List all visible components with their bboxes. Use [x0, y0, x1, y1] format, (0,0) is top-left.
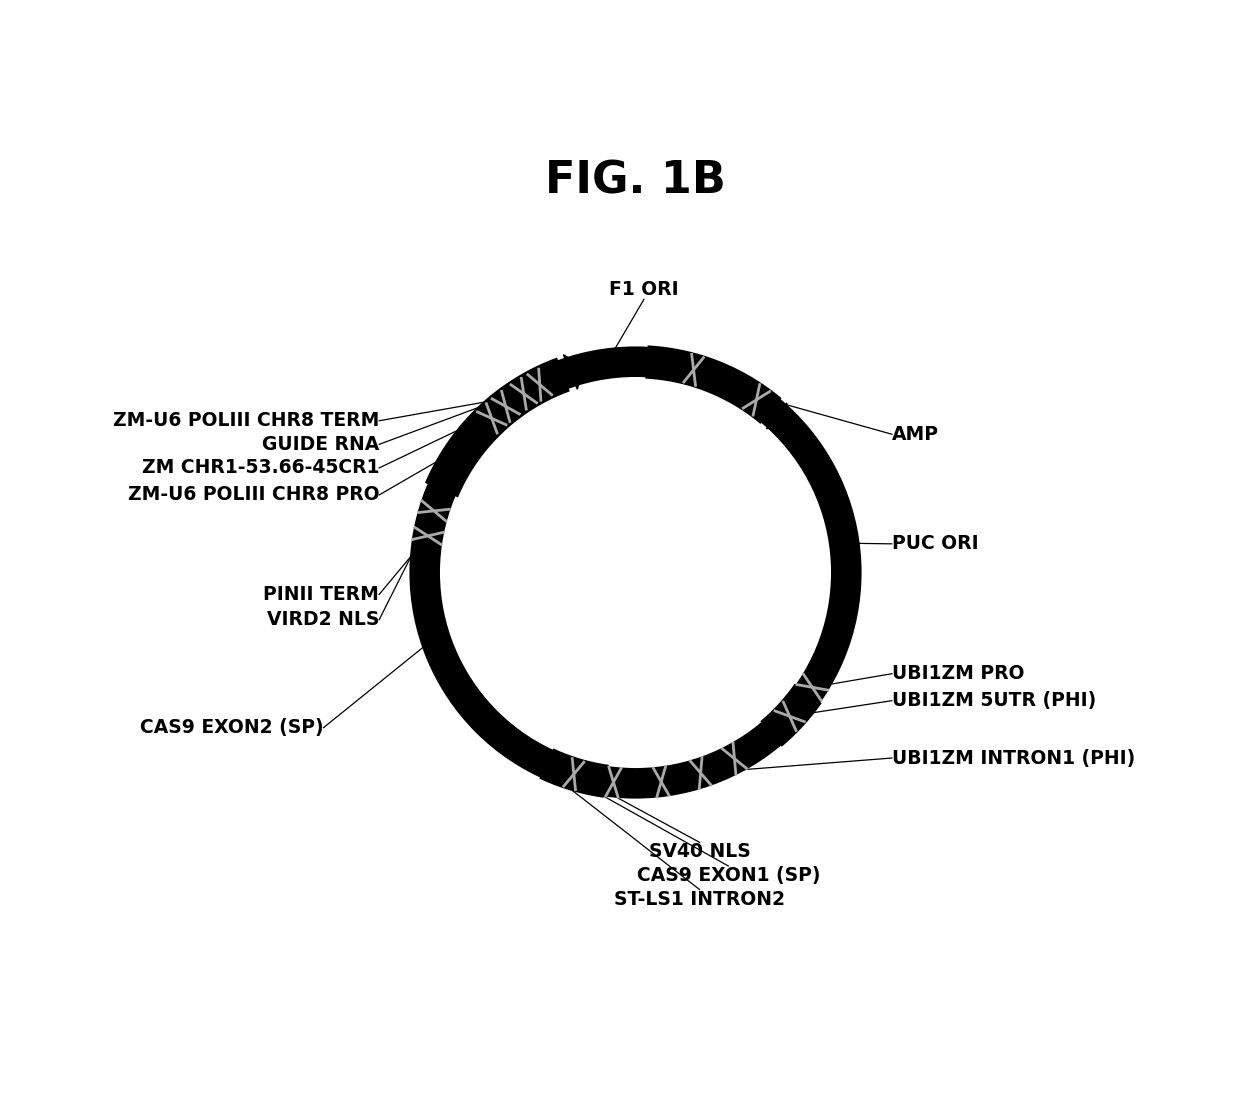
Text: FIG. 1B: FIG. 1B [546, 160, 725, 202]
Polygon shape [529, 747, 546, 773]
Text: PINII TERM: PINII TERM [263, 585, 379, 604]
Text: CAS9 EXON1 (SP): CAS9 EXON1 (SP) [636, 866, 820, 885]
Polygon shape [563, 355, 584, 390]
Text: ZM-U6 POLIII CHR8 PRO: ZM-U6 POLIII CHR8 PRO [128, 486, 379, 505]
Text: GUIDE RNA: GUIDE RNA [262, 435, 379, 454]
Text: UBI1ZM PRO: UBI1ZM PRO [892, 665, 1024, 684]
Text: SV40 NLS: SV40 NLS [649, 842, 750, 861]
Text: ZM CHR1-53.66-45CR1: ZM CHR1-53.66-45CR1 [141, 458, 379, 477]
Text: ZM-U6 POLIII CHR8 TERM: ZM-U6 POLIII CHR8 TERM [113, 411, 379, 430]
Polygon shape [755, 728, 775, 750]
Text: VIRD2 NLS: VIRD2 NLS [267, 610, 379, 629]
Text: UBI1ZM INTRON1 (PHI): UBI1ZM INTRON1 (PHI) [892, 748, 1135, 767]
Text: UBI1ZM 5UTR (PHI): UBI1ZM 5UTR (PHI) [892, 691, 1096, 710]
Text: ST-LS1 INTRON2: ST-LS1 INTRON2 [614, 889, 785, 908]
Polygon shape [766, 403, 787, 429]
Text: F1 ORI: F1 ORI [609, 280, 678, 299]
Text: CAS9 EXON2 (SP): CAS9 EXON2 (SP) [140, 718, 324, 737]
Text: PUC ORI: PUC ORI [892, 534, 978, 553]
Text: AMP: AMP [892, 424, 939, 443]
